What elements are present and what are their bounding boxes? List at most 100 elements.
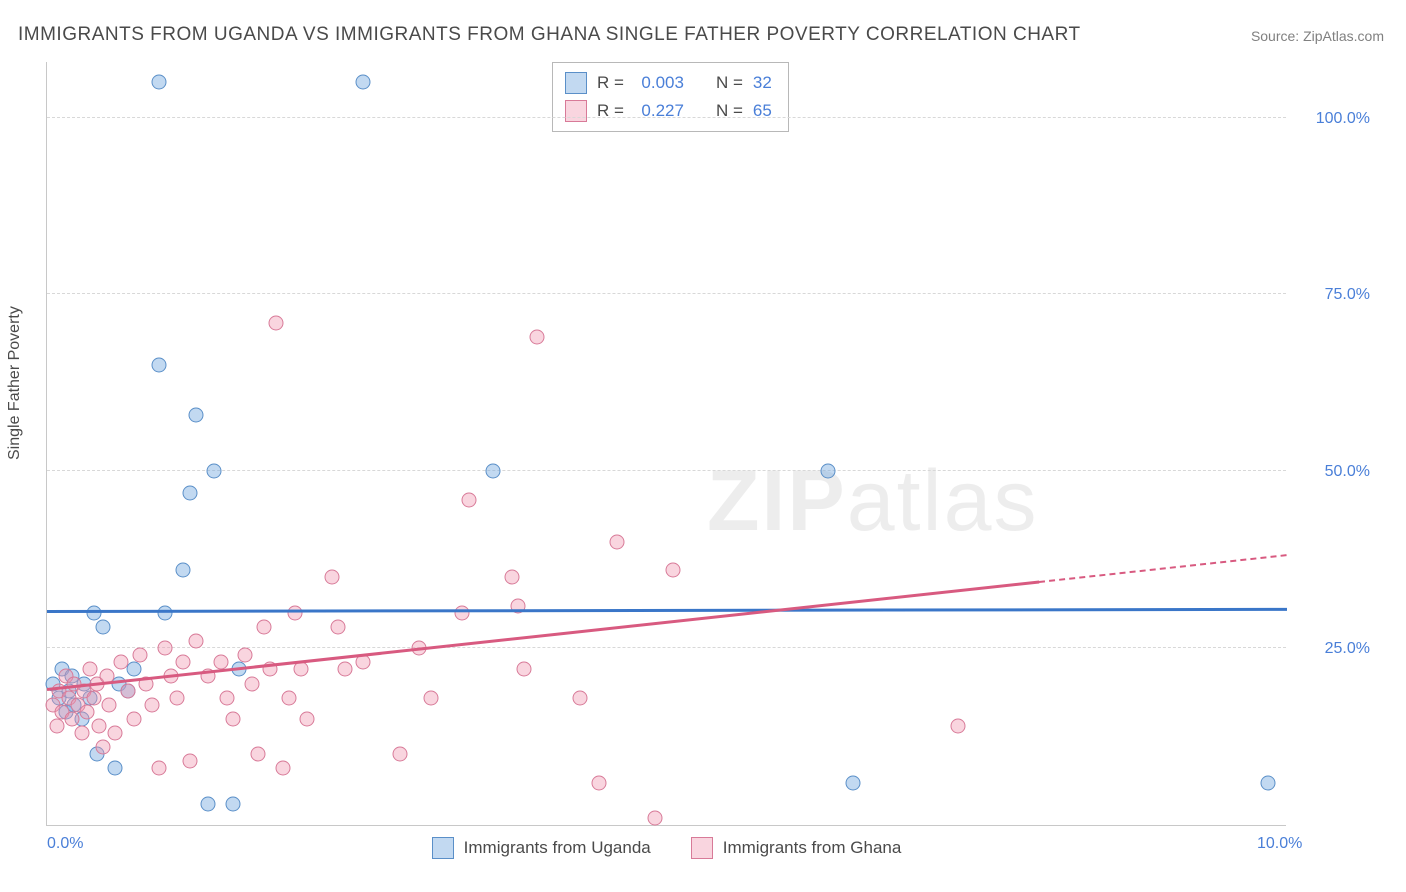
data-point [87, 690, 102, 705]
data-point [269, 315, 284, 330]
n-label: N = [716, 101, 743, 121]
data-point [455, 605, 470, 620]
n-value: 65 [753, 101, 772, 121]
data-point [288, 605, 303, 620]
data-point [108, 726, 123, 741]
stats-legend-box: R = 0.003 N = 32 R = 0.227 N = 65 [552, 62, 789, 132]
data-point [486, 464, 501, 479]
data-point [610, 535, 625, 550]
data-point [257, 619, 272, 634]
y-tick-label: 75.0% [1325, 286, 1370, 304]
data-point [102, 697, 117, 712]
data-point [573, 690, 588, 705]
data-point [176, 655, 191, 670]
data-point [244, 676, 259, 691]
chart-title: IMMIGRANTS FROM UGANDA VS IMMIGRANTS FRO… [18, 24, 1081, 46]
data-point [846, 775, 861, 790]
data-point [182, 485, 197, 500]
data-point [170, 690, 185, 705]
data-point [238, 648, 253, 663]
data-point [95, 619, 110, 634]
data-point [951, 718, 966, 733]
series-swatch [565, 72, 587, 94]
watermark: ZIPatlas [707, 452, 1038, 551]
data-point [300, 711, 315, 726]
y-tick-label: 25.0% [1325, 640, 1370, 658]
stats-row: R = 0.227 N = 65 [565, 97, 772, 125]
data-point [529, 329, 544, 344]
gridline [47, 293, 1286, 294]
gridline [47, 647, 1286, 648]
data-point [647, 810, 662, 825]
data-point [325, 570, 340, 585]
data-point [151, 358, 166, 373]
series-swatch [565, 100, 587, 122]
data-point [1261, 775, 1276, 790]
legend-label: Immigrants from Ghana [723, 838, 902, 858]
data-point [356, 75, 371, 90]
data-point [188, 634, 203, 649]
stats-row: R = 0.003 N = 32 [565, 69, 772, 97]
legend-label: Immigrants from Uganda [464, 838, 651, 858]
n-value: 32 [753, 73, 772, 93]
gridline [47, 470, 1286, 471]
watermark-light: atlas [847, 453, 1039, 549]
legend-swatch [691, 837, 713, 859]
data-point [207, 464, 222, 479]
trend-line-dashed [1039, 554, 1287, 583]
r-label: R = [597, 73, 624, 93]
scatter-plot-area: ZIPatlas R =0.003N =32R =0.227N =65 Immi… [46, 62, 1286, 826]
data-point [226, 711, 241, 726]
data-point [219, 690, 234, 705]
data-point [79, 704, 94, 719]
legend-item: Immigrants from Uganda [432, 837, 651, 859]
data-point [151, 761, 166, 776]
legend-swatch [432, 837, 454, 859]
data-point [108, 761, 123, 776]
x-tick-label: 0.0% [47, 835, 83, 853]
data-point [226, 796, 241, 811]
y-axis-label: Single Father Poverty [6, 306, 24, 460]
data-point [64, 711, 79, 726]
x-tick-label: 10.0% [1257, 835, 1302, 853]
data-point [294, 662, 309, 677]
data-point [188, 407, 203, 422]
data-point [424, 690, 439, 705]
r-value: 0.003 [634, 73, 684, 93]
data-point [275, 761, 290, 776]
legend-item: Immigrants from Ghana [691, 837, 902, 859]
data-point [92, 718, 107, 733]
data-point [393, 747, 408, 762]
data-point [151, 75, 166, 90]
data-point [331, 619, 346, 634]
data-point [591, 775, 606, 790]
r-value: 0.227 [634, 101, 684, 121]
data-point [250, 747, 265, 762]
data-point [120, 683, 135, 698]
trend-line [47, 608, 1287, 613]
data-point [666, 563, 681, 578]
data-point [157, 641, 172, 656]
data-point [337, 662, 352, 677]
n-label: N = [716, 73, 743, 93]
r-label: R = [597, 101, 624, 121]
data-point [517, 662, 532, 677]
data-point [201, 796, 216, 811]
data-point [145, 697, 160, 712]
data-point [126, 711, 141, 726]
data-point [821, 464, 836, 479]
data-point [505, 570, 520, 585]
data-point [49, 718, 64, 733]
data-point [461, 492, 476, 507]
data-point [74, 726, 89, 741]
data-point [114, 655, 129, 670]
y-tick-label: 50.0% [1325, 463, 1370, 481]
data-point [133, 648, 148, 663]
data-point [176, 563, 191, 578]
bottom-legend: Immigrants from Uganda Immigrants from Gh… [47, 837, 1286, 859]
data-point [83, 662, 98, 677]
source-attribution: Source: ZipAtlas.com [1251, 28, 1384, 44]
y-tick-label: 100.0% [1316, 110, 1370, 128]
data-point [95, 740, 110, 755]
data-point [182, 754, 197, 769]
